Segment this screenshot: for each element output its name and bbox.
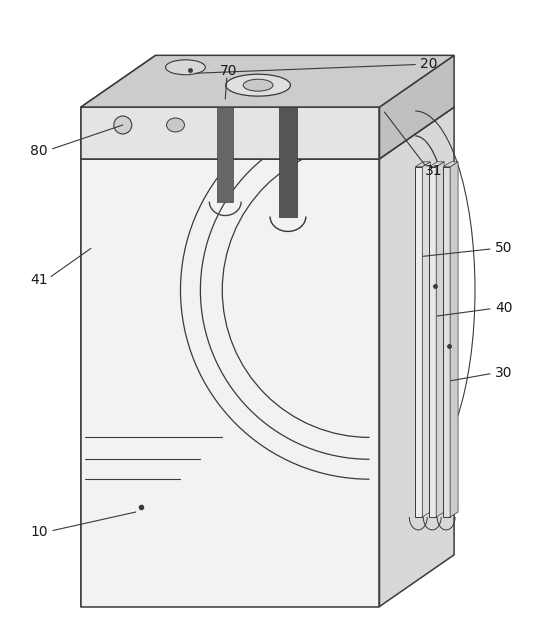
Circle shape	[114, 116, 132, 134]
Polygon shape	[415, 167, 422, 517]
Polygon shape	[422, 162, 430, 517]
Polygon shape	[81, 107, 379, 159]
Polygon shape	[81, 56, 156, 159]
Polygon shape	[81, 107, 156, 607]
Polygon shape	[379, 56, 454, 159]
Polygon shape	[279, 107, 297, 216]
Text: 41: 41	[30, 273, 48, 287]
Polygon shape	[443, 167, 450, 517]
Polygon shape	[436, 162, 444, 517]
Text: 10: 10	[30, 525, 48, 539]
Polygon shape	[81, 159, 379, 607]
Polygon shape	[429, 162, 444, 167]
Polygon shape	[81, 56, 454, 107]
Text: 30: 30	[495, 366, 513, 380]
Text: 20: 20	[421, 57, 438, 71]
Polygon shape	[81, 107, 454, 159]
Text: 40: 40	[495, 301, 513, 315]
Polygon shape	[443, 162, 458, 167]
Polygon shape	[450, 162, 458, 517]
Text: 70: 70	[220, 64, 237, 78]
Polygon shape	[217, 107, 233, 202]
Ellipse shape	[167, 118, 184, 132]
Ellipse shape	[166, 60, 205, 75]
Text: 80: 80	[30, 144, 48, 158]
Polygon shape	[415, 162, 430, 167]
Text: 31: 31	[426, 164, 443, 178]
Polygon shape	[429, 167, 436, 517]
Ellipse shape	[226, 74, 290, 96]
Ellipse shape	[243, 79, 273, 91]
Polygon shape	[379, 107, 454, 607]
Text: 50: 50	[495, 241, 513, 255]
